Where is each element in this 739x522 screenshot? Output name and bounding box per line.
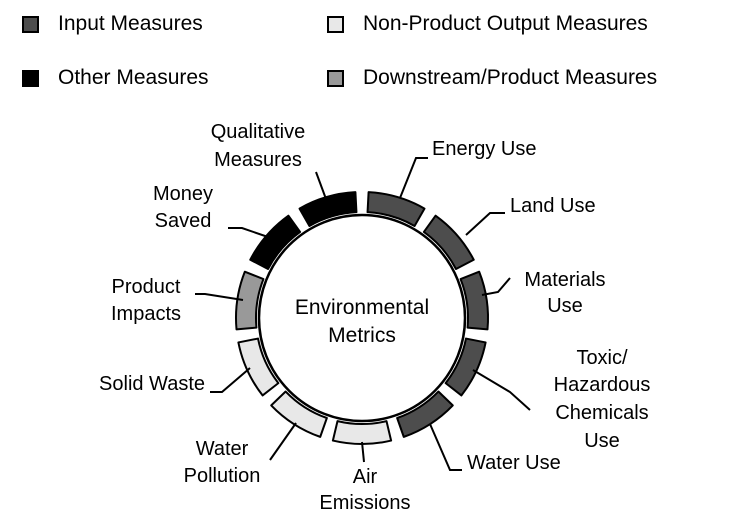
legend-label-non-product-output: Non-Product Output Measures	[363, 12, 648, 35]
legend-downstream-product-measures: Downstream/Product Measures	[327, 66, 657, 90]
ring-segment-qualitative-measures	[298, 191, 358, 227]
label-water-pollution-line2: Pollution	[184, 465, 261, 487]
label-air-emissions-line2: Emissions	[319, 492, 410, 514]
legend-swatch-downstream-product	[327, 69, 344, 87]
label-money-saved-line2: Saved	[155, 210, 212, 232]
center-label-line1: Environmental	[295, 296, 429, 319]
label-solid-waste: Solid Waste	[99, 373, 205, 395]
ring-segment-solid-waste	[237, 337, 280, 397]
label-product-impacts-line1: Product	[112, 276, 181, 298]
label-air-emissions-line1: Air	[353, 466, 378, 488]
ring-segment-water-use	[396, 390, 454, 438]
label-land-use: Land Use	[510, 195, 596, 217]
leader-money-saved	[228, 227, 269, 238]
legend-swatch-other	[22, 69, 39, 87]
label-materials-use-line1: Materials	[524, 269, 605, 291]
label-water-use: Water Use	[467, 452, 561, 474]
ring-segment-money-saved	[249, 214, 302, 270]
label-water-pollution-line1: Water	[196, 438, 249, 460]
ring-segment-land-use	[422, 214, 475, 270]
legend-swatch-input	[22, 15, 39, 33]
ring-segment-energy-use	[366, 191, 426, 227]
leader-product-impacts	[195, 293, 244, 301]
leader-toxic-chemicals-use	[472, 369, 531, 411]
legend-label-input: Input Measures	[58, 12, 203, 35]
leader-land-use	[465, 212, 505, 236]
leader-materials-use	[481, 277, 511, 296]
label-toxic-line3: Chemicals	[555, 402, 648, 424]
label-product-impacts-line2: Impacts	[111, 303, 181, 325]
legend-non-product-output-measures: Non-Product Output Measures	[327, 12, 648, 36]
center-label-line2: Metrics	[328, 324, 396, 347]
ring-segment-materials-use	[459, 270, 489, 331]
label-toxic-line4: Use	[584, 430, 620, 452]
leader-water-pollution	[269, 422, 297, 461]
label-materials-use-line2: Use	[547, 295, 583, 317]
ring-segment-toxic-hazardous-chemicals-use	[444, 337, 487, 397]
legend-input-measures: Input Measures	[22, 12, 203, 36]
leader-lines	[195, 157, 531, 471]
ring-segments	[235, 191, 489, 445]
legend-other-measures: Other Measures	[22, 66, 209, 90]
legend-label-downstream-product: Downstream/Product Measures	[363, 66, 658, 89]
label-qualitative-line2: Measures	[214, 149, 302, 171]
leader-qualitative-measures	[315, 171, 327, 200]
center-circle	[257, 213, 467, 423]
label-toxic-line2: Hazardous	[554, 374, 651, 396]
label-energy-use: Energy Use	[432, 138, 537, 160]
legend-label-other: Other Measures	[58, 66, 209, 89]
label-money-saved-line1: Money	[153, 183, 213, 205]
ring-segment-product-impacts	[235, 270, 265, 331]
ring-segment-water-pollution	[270, 390, 328, 438]
leader-solid-waste	[210, 367, 251, 393]
legend-swatch-non-product-output	[327, 15, 344, 33]
leader-water-use	[429, 423, 462, 471]
label-toxic-line1: Toxic/	[576, 347, 628, 369]
leader-air-emissions	[361, 441, 365, 463]
label-qualitative-line1: Qualitative	[211, 121, 306, 143]
ring-segment-air-emissions	[331, 420, 393, 445]
leader-energy-use	[399, 157, 428, 199]
